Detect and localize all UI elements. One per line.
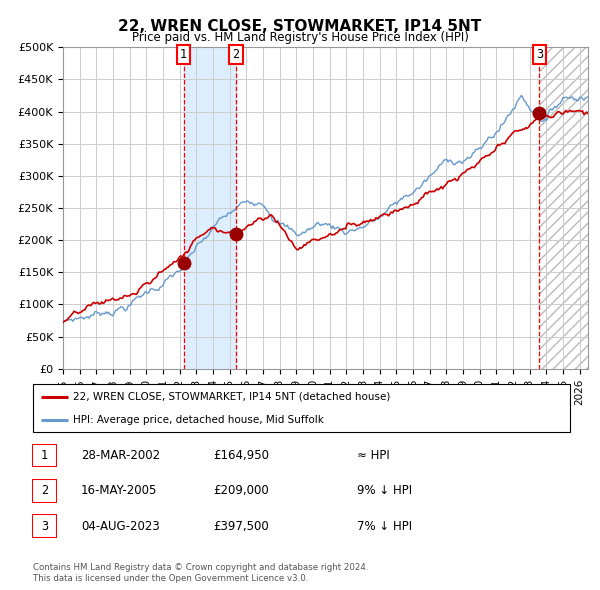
Text: 1: 1	[41, 449, 48, 462]
FancyBboxPatch shape	[32, 479, 57, 503]
Text: 7% ↓ HPI: 7% ↓ HPI	[357, 520, 412, 533]
Text: 16-MAY-2005: 16-MAY-2005	[81, 484, 157, 497]
Text: This data is licensed under the Open Government Licence v3.0.: This data is licensed under the Open Gov…	[33, 574, 308, 583]
Text: £397,500: £397,500	[213, 520, 269, 533]
Text: ≈ HPI: ≈ HPI	[357, 449, 390, 462]
Text: £209,000: £209,000	[213, 484, 269, 497]
Text: 04-AUG-2023: 04-AUG-2023	[81, 520, 160, 533]
Text: 2: 2	[232, 48, 239, 61]
Text: 22, WREN CLOSE, STOWMARKET, IP14 5NT (detached house): 22, WREN CLOSE, STOWMARKET, IP14 5NT (de…	[73, 392, 391, 402]
Text: HPI: Average price, detached house, Mid Suffolk: HPI: Average price, detached house, Mid …	[73, 415, 324, 425]
Text: 3: 3	[536, 48, 543, 61]
FancyBboxPatch shape	[32, 514, 57, 538]
Text: 9% ↓ HPI: 9% ↓ HPI	[357, 484, 412, 497]
Text: 1: 1	[180, 48, 187, 61]
Text: Price paid vs. HM Land Registry's House Price Index (HPI): Price paid vs. HM Land Registry's House …	[131, 31, 469, 44]
Text: 28-MAR-2002: 28-MAR-2002	[81, 449, 160, 462]
FancyBboxPatch shape	[32, 444, 57, 467]
Bar	[539, 47, 588, 369]
Text: £164,950: £164,950	[213, 449, 269, 462]
Text: Contains HM Land Registry data © Crown copyright and database right 2024.: Contains HM Land Registry data © Crown c…	[33, 563, 368, 572]
Bar	[184, 47, 236, 369]
FancyBboxPatch shape	[33, 384, 570, 432]
Text: 2: 2	[41, 484, 48, 497]
Text: 3: 3	[41, 520, 48, 533]
Text: 22, WREN CLOSE, STOWMARKET, IP14 5NT: 22, WREN CLOSE, STOWMARKET, IP14 5NT	[118, 19, 482, 34]
